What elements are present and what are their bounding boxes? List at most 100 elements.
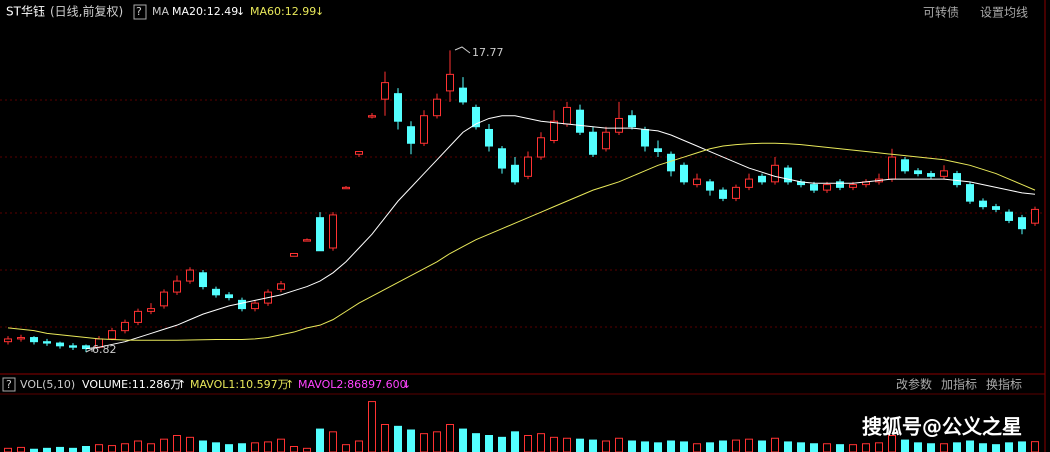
candle-body xyxy=(238,299,246,310)
candle-body xyxy=(199,272,207,288)
period: (日线,前复权) xyxy=(50,4,123,19)
volume-bar xyxy=(290,446,298,452)
candle-body xyxy=(108,330,116,340)
candle-body xyxy=(511,164,519,183)
candle-body xyxy=(849,184,857,188)
candle-body xyxy=(17,337,25,340)
vol-label: VOL(5,10) xyxy=(20,378,75,391)
candle-body xyxy=(1018,217,1026,230)
candle-body xyxy=(433,98,441,117)
candle-body xyxy=(576,109,584,133)
watermark: 搜狐号@公义之星 xyxy=(862,415,1022,439)
candle-body xyxy=(914,170,922,175)
mavol2-value: MAVOL2:86897.600 xyxy=(298,378,407,391)
candle-body xyxy=(602,131,610,150)
volume-bar xyxy=(940,443,948,452)
candle-body xyxy=(732,186,740,199)
volume-bar xyxy=(966,440,974,452)
volume-bar xyxy=(472,433,480,452)
ma20-value: MA20:12.49 xyxy=(172,5,238,18)
volume-bar xyxy=(693,443,701,452)
volume-bar xyxy=(797,442,805,452)
candle-body xyxy=(277,283,285,290)
candle-body xyxy=(524,156,532,177)
low-annotation: 6.82 xyxy=(92,343,117,356)
volume-bar xyxy=(537,433,545,452)
volume-bar xyxy=(849,444,857,452)
volume-bar xyxy=(199,440,207,452)
candle-body xyxy=(82,345,90,350)
candle-body xyxy=(342,186,350,190)
help-box[interactable] xyxy=(2,377,16,392)
volume-bar xyxy=(17,446,25,452)
volume-bar xyxy=(563,437,571,452)
candle-body xyxy=(134,310,142,323)
candle-body xyxy=(940,170,948,177)
volume-bar xyxy=(953,442,961,452)
candle-body xyxy=(784,167,792,183)
candle-body xyxy=(628,115,636,128)
button[interactable]: 设置均线 xyxy=(980,6,1028,20)
help[interactable]: ? xyxy=(136,5,142,18)
stock-name: ST华钰 xyxy=(6,5,45,19)
candle-body xyxy=(589,131,597,155)
volume-bar xyxy=(485,435,493,452)
marks xyxy=(4,50,1039,452)
candle-body xyxy=(368,115,376,118)
volume-bar xyxy=(134,440,142,452)
button[interactable]: 可转债 xyxy=(923,5,959,20)
candle-body xyxy=(810,184,818,191)
volume-bar xyxy=(264,441,272,452)
candle-body xyxy=(121,321,129,332)
volume-bar xyxy=(979,443,987,452)
volume-bar xyxy=(82,446,90,452)
volume-bar xyxy=(784,441,792,452)
candle-body xyxy=(459,87,467,103)
volume-bar xyxy=(875,442,883,452)
volume-bar xyxy=(615,437,623,452)
volume-bar xyxy=(836,444,844,452)
volume-bar xyxy=(316,428,324,452)
candle-body xyxy=(394,93,402,122)
volume-bar xyxy=(69,447,77,452)
volume-bar xyxy=(238,443,246,452)
volume-bar xyxy=(550,436,558,452)
candle-body xyxy=(927,173,935,177)
candle-body xyxy=(901,159,909,172)
button[interactable]: 改参数 xyxy=(896,377,932,392)
volume-bar xyxy=(576,438,584,452)
volume-bar xyxy=(160,438,168,452)
volume-bar xyxy=(186,436,194,452)
candle-body xyxy=(251,302,259,310)
candle-body xyxy=(1031,208,1039,224)
candle-body xyxy=(30,337,38,343)
candle-body xyxy=(316,217,324,252)
volume-bar xyxy=(667,440,675,452)
volume-bar xyxy=(888,435,896,452)
help-box[interactable] xyxy=(133,4,147,20)
high-annotation: 17.77 xyxy=(472,46,504,59)
candle-body xyxy=(966,184,974,202)
volume-bar xyxy=(121,443,129,452)
volume-bar xyxy=(4,447,12,452)
button[interactable]: 加指标 xyxy=(941,377,977,392)
volume-bar xyxy=(511,431,519,452)
volume-bar xyxy=(771,437,779,452)
candle-body xyxy=(498,148,506,169)
mavol1-value: MAVOL1:10.597万 xyxy=(190,378,289,391)
volume-bar xyxy=(420,433,428,452)
candle-body xyxy=(69,345,77,348)
button[interactable]: 换指标 xyxy=(986,377,1022,392)
volume-bar xyxy=(303,447,311,452)
volume-bar xyxy=(446,424,454,452)
mavol1-arrow: ↑ xyxy=(285,378,294,391)
volume-bar xyxy=(381,424,389,452)
candle-body xyxy=(680,164,688,183)
volume-bar xyxy=(30,448,38,452)
volume-bar xyxy=(810,443,818,452)
volume-bar xyxy=(394,425,402,452)
help[interactable]: ? xyxy=(6,378,12,391)
candle-body xyxy=(888,156,896,180)
volume-bar xyxy=(862,443,870,452)
